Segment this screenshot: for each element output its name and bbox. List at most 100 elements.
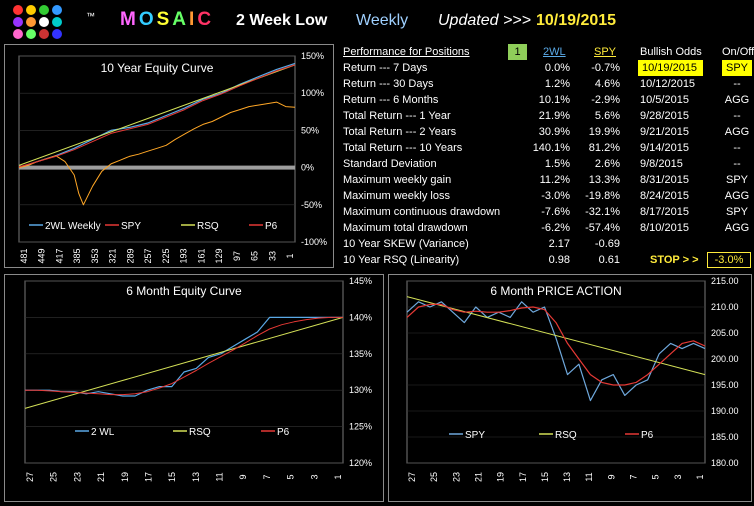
chart-title: 6 Month Equity Curve: [126, 284, 242, 298]
row-label: Total Return --- 2 Years: [343, 126, 457, 138]
x-tick-label: 321: [108, 248, 118, 263]
logo-dot: [13, 5, 23, 15]
y-tick-label: 135%: [349, 349, 372, 359]
mosaic-logo-text: MOSAIC: [120, 9, 214, 31]
header-bar: ™ MOSAIC 2 Week Low Weekly Updated >>> 1…: [0, 0, 754, 42]
chart-title: 6 Month PRICE ACTION: [490, 284, 621, 298]
x-tick-label: 1: [285, 253, 295, 258]
x-tick-label: 13: [562, 472, 572, 482]
wl-value: 1.5%: [544, 158, 570, 170]
signal-value: AGG: [724, 222, 750, 234]
x-tick-label: 129: [214, 248, 224, 263]
legend-label: P6: [265, 221, 278, 232]
x-tick-label: 19: [496, 472, 506, 482]
stop-label: STOP > >: [650, 254, 699, 266]
positions-count[interactable]: 1: [508, 44, 527, 60]
wl-value: 0.0%: [544, 62, 570, 74]
table-row: Maximum weekly gain 11.2% 13.3% 8/31/2015 SP…: [340, 172, 754, 188]
y-tick-label: 120%: [349, 458, 372, 468]
x-tick-label: 27: [25, 472, 35, 482]
legend-label: SPY: [465, 430, 485, 441]
y-tick-label: 150%: [301, 51, 324, 61]
x-tick-label: 27: [407, 472, 417, 482]
logo-dot: [52, 29, 62, 39]
wl-value: 2.17: [548, 238, 570, 250]
spy-value: -2.9%: [591, 94, 620, 106]
x-tick-label: 7: [262, 474, 272, 479]
y-tick-label: 125%: [349, 422, 372, 432]
x-tick-label: 33: [267, 251, 277, 261]
row-label: Return --- 30 Days: [343, 78, 434, 90]
table-row: Maximum total drawdown -6.2% -57.4% 8/10/20…: [340, 220, 754, 236]
signal-value: --: [733, 158, 741, 170]
six-month-price-chart: 215.00 210.00 205.00 200.00 195.00 190.00 185.…: [406, 276, 739, 482]
header-bullish-odds: Bullish Odds: [640, 46, 702, 58]
row-label: Maximum total drawdown: [343, 222, 468, 234]
row-label: 10 Year SKEW (Variance): [343, 238, 469, 250]
legend-label: RSQ: [197, 221, 219, 232]
x-tick-label: 11: [215, 472, 225, 481]
header-2wl: 2WL: [543, 46, 566, 58]
y-tick-label: 200.00: [711, 354, 739, 364]
logo-letter: C: [197, 9, 215, 30]
signal-value: --: [733, 110, 741, 122]
bullish-odds-date: 8/31/2015: [640, 174, 689, 186]
series-line-spy: [18, 101, 296, 206]
y-tick-label: 190.00: [711, 406, 739, 416]
x-tick-label: 385: [72, 248, 82, 263]
signal-value: --: [733, 142, 741, 154]
x-tick-label: 65: [250, 251, 260, 261]
series-line-p6: [406, 303, 706, 386]
updated-date: 10/19/2015: [536, 12, 617, 29]
logo-dot: [52, 17, 62, 27]
spy-value: -32.1%: [585, 206, 620, 218]
logo-dot: [26, 17, 36, 27]
y-tick-label: 210.00: [711, 302, 739, 312]
wl-value: 30.9%: [538, 126, 570, 138]
logo-letter: S: [156, 9, 173, 30]
y-tick-label: -50%: [301, 200, 322, 210]
wl-value: 10.1%: [538, 94, 570, 106]
x-tick-label: 3: [673, 474, 683, 479]
spy-value: 19.9%: [588, 126, 620, 138]
stop-value[interactable]: -3.0%: [707, 252, 751, 268]
x-tick-label: 9: [238, 474, 248, 479]
updated-label: Updated >>>: [438, 12, 531, 29]
y-tick-label: 215.00: [711, 276, 739, 286]
y-tick-label: 180.00: [711, 458, 739, 468]
table-row: Total Return --- 2 Years 30.9% 19.9% 9/21/2…: [340, 124, 754, 140]
table-row: Maximum weekly loss -3.0% -19.8% 8/24/2015 A…: [340, 188, 754, 204]
x-tick-label: 1: [695, 474, 705, 479]
wl-value: 21.9%: [538, 110, 570, 122]
six-month-equity-chart: 145%140%135%130%125%120%27 25 23 21 19 17 15 13…: [24, 276, 372, 482]
x-tick-label: 25: [429, 472, 439, 482]
mosaic-logo-icon: [13, 5, 62, 39]
x-tick-label: 161: [196, 248, 206, 263]
row-label: Return --- 6 Months: [343, 94, 439, 106]
x-tick-label: 11: [584, 472, 594, 481]
spy-value: -19.8%: [585, 190, 620, 202]
header-on-off: On/Off: [722, 46, 754, 58]
row-label: Maximum weekly loss: [343, 190, 450, 202]
legend-label: RSQ: [189, 427, 211, 438]
series-line-p6: [18, 64, 296, 168]
spy-value: 5.6%: [594, 110, 620, 122]
spy-value: 0.61: [598, 254, 620, 266]
x-tick-label: 97: [232, 251, 242, 261]
x-tick-label: 9: [606, 474, 616, 479]
bullish-odds-date: 10/19/2015: [638, 60, 704, 76]
logo-dot: [39, 17, 49, 27]
bullish-odds-date: 9/28/2015: [640, 110, 689, 122]
signal-value: AGG: [724, 94, 750, 106]
x-tick-label: 25: [49, 472, 59, 482]
x-tick-label: 13: [191, 472, 201, 482]
chart-title: 10 Year Equity Curve: [101, 61, 214, 75]
x-tick-label: 1: [333, 474, 343, 479]
x-tick-label: 5: [651, 474, 661, 479]
series-line-rsq: [406, 296, 706, 376]
row-label: Maximum weekly gain: [343, 174, 452, 186]
bullish-odds-date: 9/14/2015: [640, 142, 689, 154]
wl-value: -7.6%: [541, 206, 570, 218]
table-row: Return --- 30 Days 1.2% 4.6% 10/12/2015 --: [340, 76, 754, 92]
spy-value: -0.7%: [591, 62, 620, 74]
